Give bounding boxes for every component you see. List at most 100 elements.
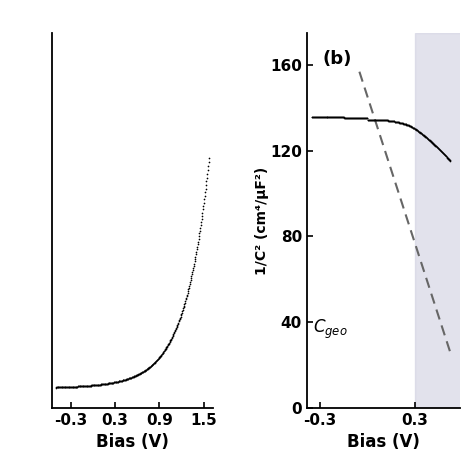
Point	[92, 381, 100, 389]
Point	[63, 383, 70, 391]
Point	[99, 381, 107, 388]
Point	[410, 125, 418, 132]
Point	[132, 372, 139, 380]
Point	[395, 118, 402, 126]
Point	[391, 118, 398, 126]
Point	[164, 341, 172, 349]
Point	[343, 114, 351, 121]
Point	[201, 192, 209, 200]
Point	[392, 118, 400, 126]
Point	[56, 383, 64, 391]
Point	[165, 340, 173, 347]
Point	[88, 382, 95, 389]
Point	[163, 343, 171, 350]
Point	[309, 113, 316, 120]
Point	[124, 375, 131, 383]
Point	[353, 114, 361, 122]
Point	[133, 372, 140, 379]
Point	[374, 116, 382, 124]
Point	[89, 382, 96, 389]
Point	[196, 229, 203, 237]
Point	[110, 379, 118, 386]
Point	[119, 376, 127, 384]
Point	[446, 156, 453, 164]
Point	[200, 199, 208, 207]
Point	[397, 119, 405, 127]
Point	[133, 371, 141, 379]
Point	[426, 137, 434, 144]
Point	[377, 116, 385, 124]
Point	[401, 120, 408, 128]
Point	[95, 381, 102, 389]
Point	[438, 148, 446, 156]
Point	[123, 375, 130, 383]
Point	[167, 336, 174, 343]
Point	[175, 317, 183, 324]
Point	[181, 299, 189, 306]
Point	[180, 302, 188, 310]
Point	[111, 378, 119, 386]
Point	[106, 380, 113, 387]
Point	[73, 383, 80, 391]
Point	[310, 113, 318, 120]
Point	[143, 366, 150, 374]
Point	[175, 318, 182, 325]
Point	[385, 117, 393, 125]
Point	[204, 166, 211, 173]
Point	[191, 255, 199, 263]
Point	[136, 370, 143, 378]
Point	[363, 114, 371, 122]
Point	[74, 383, 82, 390]
Point	[135, 371, 142, 378]
Point	[438, 147, 445, 155]
Point	[177, 313, 184, 320]
Point	[140, 367, 147, 375]
Point	[201, 189, 209, 196]
Point	[115, 377, 123, 385]
Point	[379, 117, 386, 124]
Point	[387, 117, 395, 125]
Point	[402, 120, 410, 128]
Point	[417, 129, 424, 137]
Point	[415, 128, 422, 135]
Point	[179, 305, 187, 312]
Point	[348, 114, 356, 121]
Point	[337, 114, 344, 121]
Point	[308, 113, 316, 120]
Point	[316, 113, 323, 121]
Point	[67, 383, 74, 391]
Point	[380, 117, 387, 124]
Point	[114, 378, 122, 385]
Point	[113, 378, 121, 385]
Point	[141, 367, 148, 374]
Point	[318, 113, 326, 121]
Point	[428, 139, 436, 146]
Point	[56, 383, 64, 391]
Point	[157, 351, 165, 359]
Point	[198, 215, 205, 223]
Point	[153, 356, 161, 364]
Point	[375, 116, 383, 124]
Point	[116, 377, 123, 385]
Point	[176, 314, 184, 322]
Point	[336, 114, 343, 121]
Point	[135, 370, 143, 378]
Point	[180, 303, 187, 311]
Point	[93, 381, 101, 389]
Point	[412, 126, 420, 133]
Point	[182, 296, 190, 303]
Point	[79, 383, 86, 390]
Point	[324, 113, 331, 121]
Point	[130, 373, 137, 381]
Point	[320, 113, 328, 121]
Point	[343, 114, 350, 121]
Point	[55, 383, 63, 391]
Point	[334, 114, 341, 121]
Point	[393, 118, 401, 126]
Point	[344, 114, 351, 121]
Point	[192, 248, 200, 255]
Bar	[415, 33, 474, 408]
Point	[417, 129, 425, 137]
Point	[110, 379, 118, 386]
Point	[440, 151, 448, 158]
